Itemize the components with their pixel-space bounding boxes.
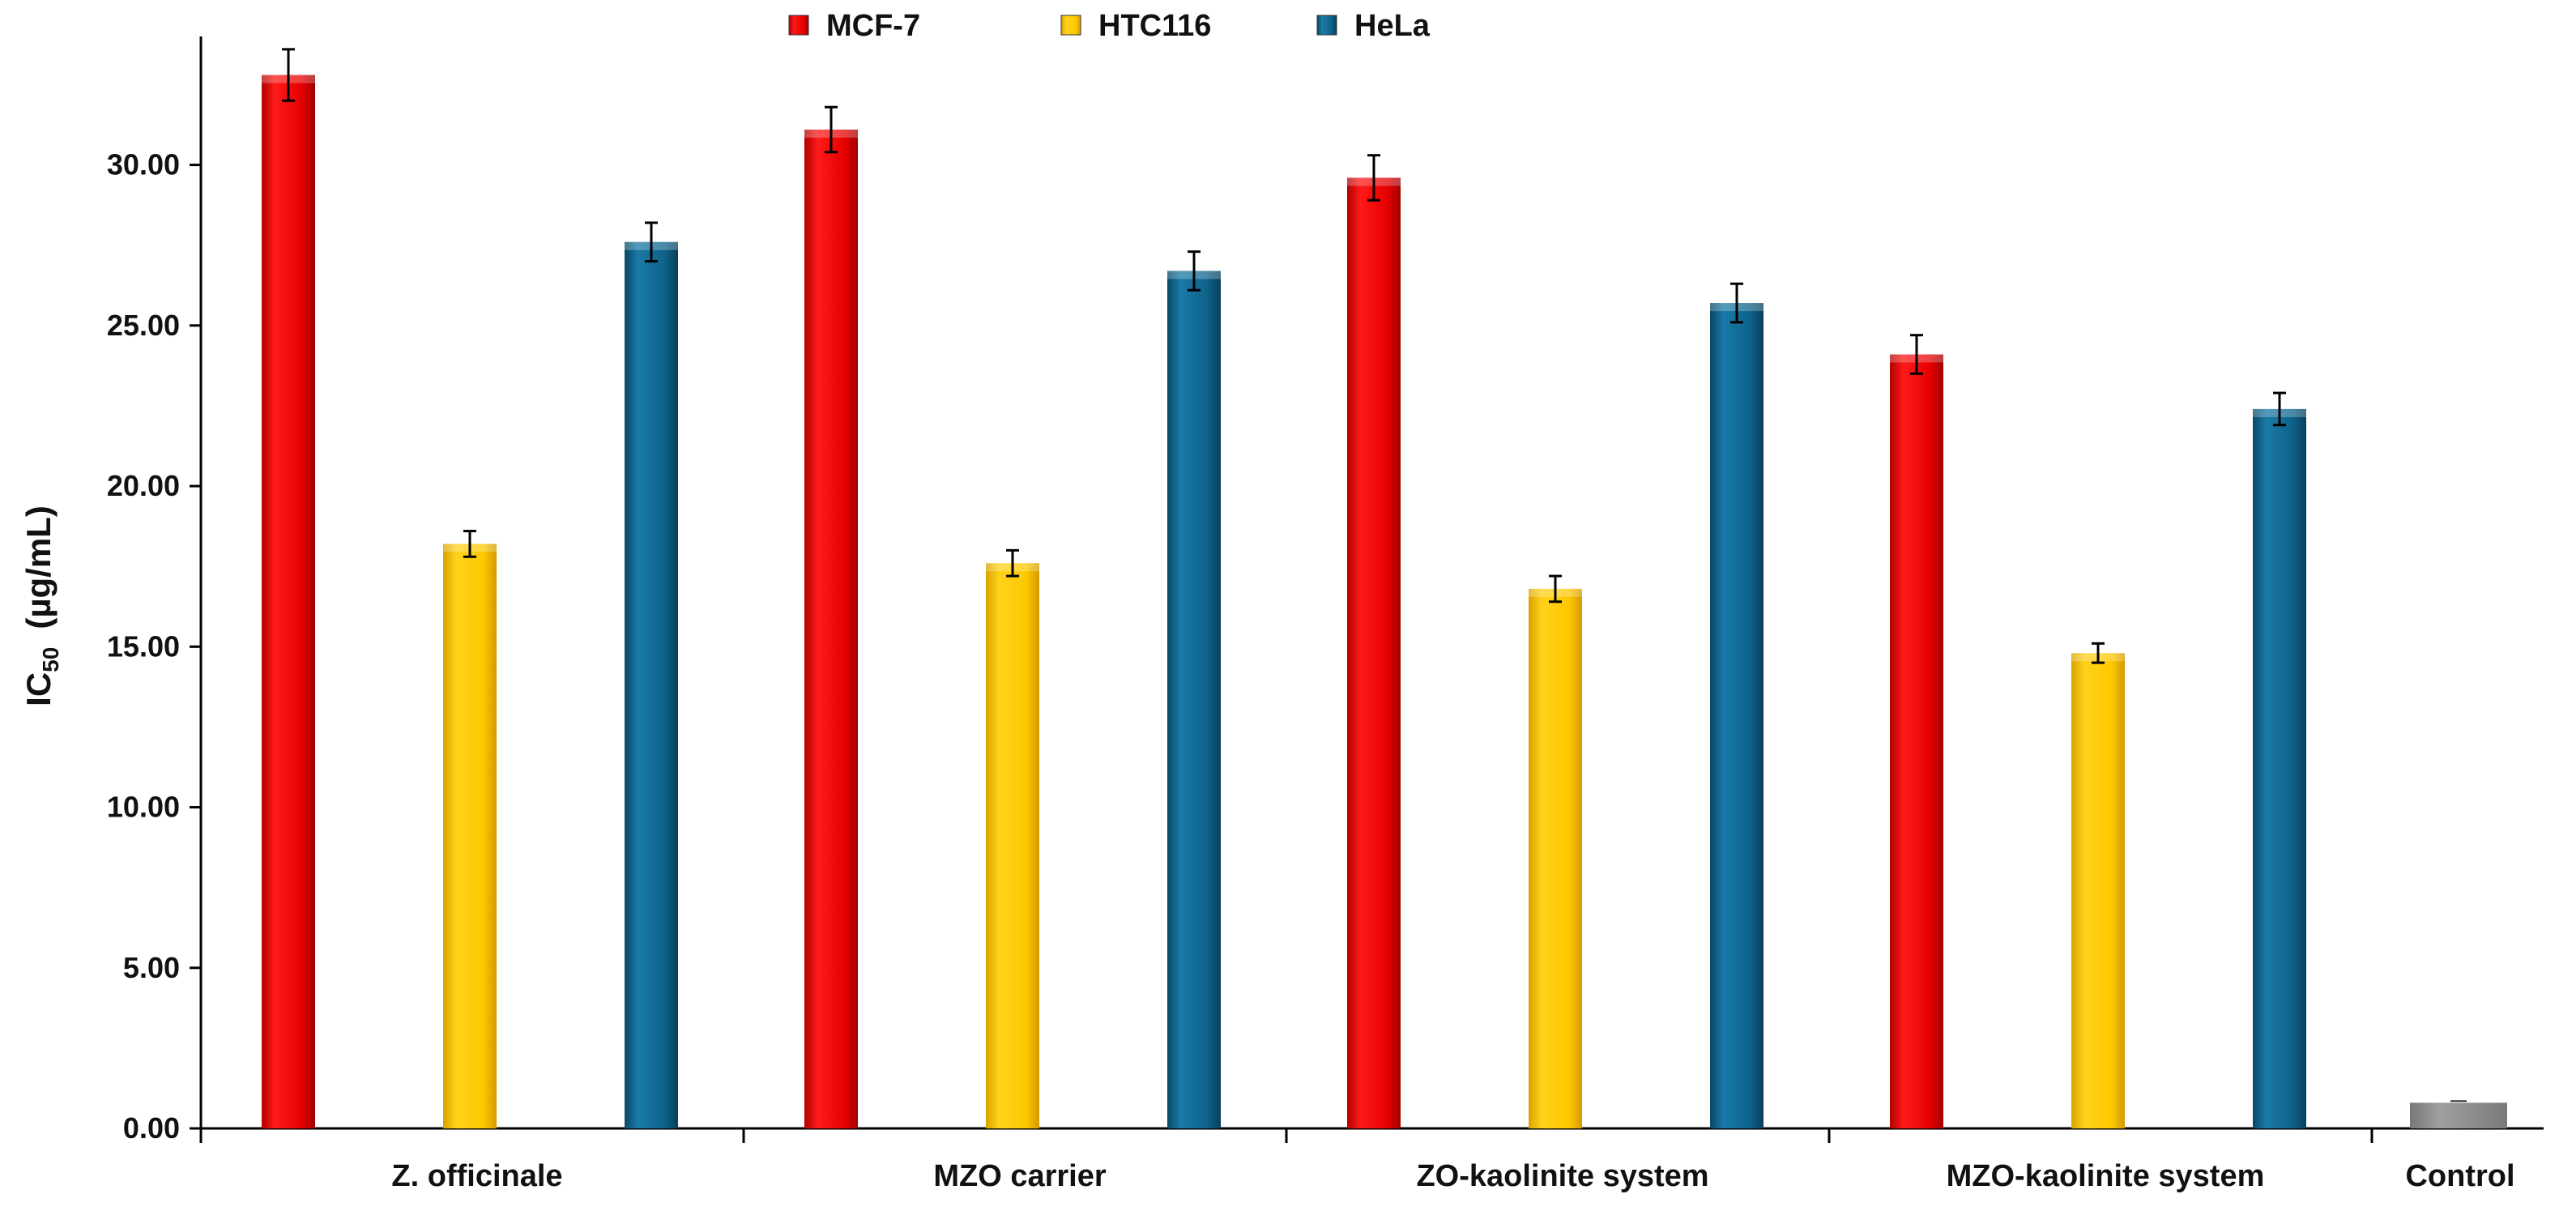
bar-mcf-7 bbox=[262, 75, 315, 1129]
bar-hela bbox=[1710, 303, 1764, 1129]
legend-swatch-mcf-7 bbox=[788, 15, 809, 36]
y-axis-title-subscript: 50 bbox=[38, 647, 63, 672]
bar-htc116 bbox=[443, 544, 497, 1128]
y-tick-label: 5.00 bbox=[123, 951, 180, 984]
category-labels: Z. officinale MZO carrier ZO-kaolinite sys… bbox=[391, 1159, 2514, 1193]
bar-mcf-7 bbox=[1347, 177, 1401, 1129]
legend-label: HeLa bbox=[1354, 9, 1431, 43]
bar-htc116 bbox=[1529, 588, 1582, 1128]
y-tick-label: 30.00 bbox=[107, 148, 180, 181]
bars bbox=[262, 48, 2507, 1129]
category-label: MZO-kaolinite system bbox=[1947, 1159, 2265, 1193]
category-label: MZO carrier bbox=[933, 1159, 1107, 1193]
bar-htc116 bbox=[986, 563, 1039, 1128]
legend-swatch-htc116 bbox=[1060, 15, 1081, 36]
bar-control bbox=[2410, 1102, 2507, 1128]
bar-hela bbox=[1167, 271, 1221, 1128]
category-label-control: Control bbox=[2405, 1159, 2514, 1193]
y-ticks: 0.00 5.00 10.00 15.00 20.00 25.00 30.00 bbox=[107, 148, 201, 1145]
bar-mcf-7 bbox=[804, 129, 858, 1129]
category-label: ZO-kaolinite system bbox=[1416, 1159, 1708, 1193]
y-tick-label: 0.00 bbox=[123, 1111, 180, 1145]
bar-htc116 bbox=[2071, 653, 2125, 1128]
legend-swatch-hela bbox=[1316, 15, 1337, 36]
y-tick-label: 25.00 bbox=[107, 309, 180, 342]
legend: MCF-7 HTC116 HeLa bbox=[788, 9, 1431, 43]
y-tick-label: 20.00 bbox=[107, 469, 180, 502]
bar-hela bbox=[2253, 408, 2306, 1128]
y-axis-title-main: IC bbox=[19, 672, 58, 706]
y-tick-label: 15.00 bbox=[107, 629, 180, 663]
y-axis-title: IC50 (µg/mL) bbox=[19, 505, 63, 706]
category-label: Z. officinale bbox=[391, 1159, 562, 1193]
x-ticks bbox=[199, 1128, 2373, 1143]
y-axis-title-units: (µg/mL) bbox=[19, 505, 58, 629]
bar-mcf-7 bbox=[1890, 354, 1943, 1129]
legend-label: HTC116 bbox=[1098, 9, 1211, 43]
legend-label: MCF-7 bbox=[826, 9, 920, 43]
y-tick-label: 10.00 bbox=[107, 791, 180, 824]
bar-hela bbox=[625, 241, 678, 1128]
